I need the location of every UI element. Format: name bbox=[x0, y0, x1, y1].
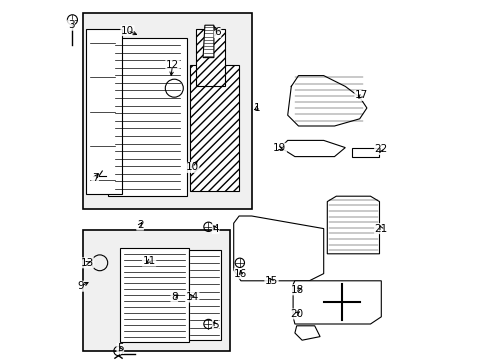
Text: 13: 13 bbox=[81, 258, 94, 268]
Text: 5: 5 bbox=[117, 343, 123, 354]
Text: 2: 2 bbox=[137, 220, 143, 230]
Polygon shape bbox=[280, 140, 345, 157]
Text: 17: 17 bbox=[354, 90, 367, 100]
Polygon shape bbox=[294, 326, 320, 340]
Text: 15: 15 bbox=[264, 276, 278, 286]
Text: 10: 10 bbox=[121, 26, 134, 36]
Bar bbox=[190, 65, 239, 191]
Text: 16: 16 bbox=[234, 269, 247, 279]
Text: 4: 4 bbox=[212, 224, 219, 234]
Text: 12: 12 bbox=[165, 60, 179, 70]
Polygon shape bbox=[352, 148, 379, 157]
Text: 18: 18 bbox=[290, 285, 304, 295]
Bar bbox=[107, 38, 186, 196]
Bar bbox=[196, 29, 224, 86]
Text: 3: 3 bbox=[67, 20, 74, 30]
Bar bbox=[120, 248, 188, 342]
Text: 22: 22 bbox=[374, 144, 387, 154]
Text: 21: 21 bbox=[374, 224, 387, 234]
Text: 1: 1 bbox=[253, 103, 260, 113]
Bar bbox=[82, 13, 251, 209]
Text: 14: 14 bbox=[185, 292, 199, 302]
Polygon shape bbox=[292, 281, 381, 324]
Polygon shape bbox=[203, 25, 213, 58]
Bar bbox=[82, 230, 230, 351]
Text: 10: 10 bbox=[185, 162, 199, 172]
Polygon shape bbox=[326, 196, 379, 254]
Polygon shape bbox=[233, 216, 323, 281]
Bar bbox=[188, 250, 221, 340]
Text: 20: 20 bbox=[289, 309, 303, 319]
Text: 8: 8 bbox=[171, 292, 177, 302]
Text: 9: 9 bbox=[77, 281, 84, 291]
Text: 11: 11 bbox=[142, 256, 155, 266]
Text: 19: 19 bbox=[273, 143, 286, 153]
Bar bbox=[86, 29, 122, 194]
Text: 6: 6 bbox=[214, 27, 221, 37]
Text: 5: 5 bbox=[212, 320, 219, 330]
Text: 7: 7 bbox=[92, 173, 98, 183]
